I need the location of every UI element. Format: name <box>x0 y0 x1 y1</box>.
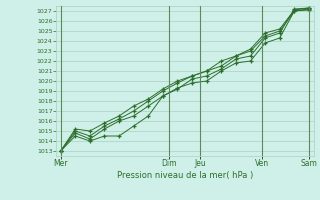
X-axis label: Pression niveau de la mer( hPa ): Pression niveau de la mer( hPa ) <box>117 171 253 180</box>
